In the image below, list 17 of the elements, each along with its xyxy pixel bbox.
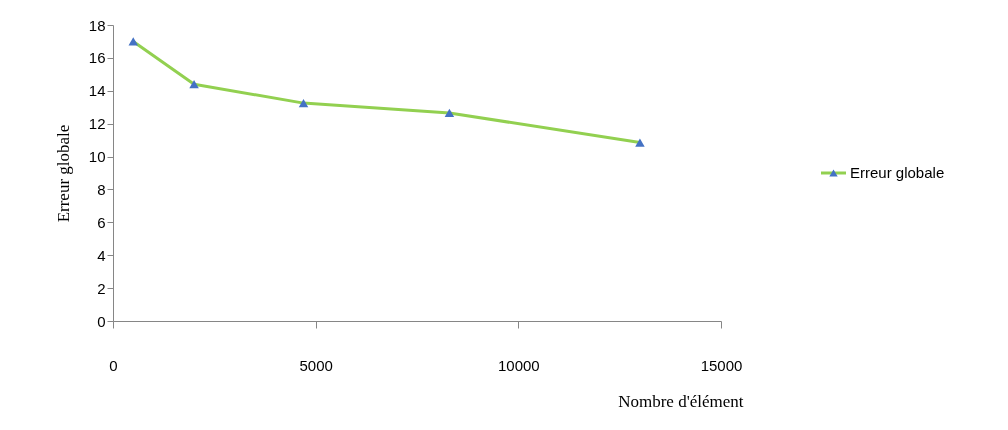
y-tick-label: 4 bbox=[97, 246, 106, 264]
x-tick-label: 15000 bbox=[700, 356, 743, 374]
x-tick-label: 5000 bbox=[299, 356, 333, 374]
legend-label: Erreur globale bbox=[850, 164, 945, 181]
x-tick-label: 0 bbox=[109, 356, 118, 374]
y-tick-label: 6 bbox=[97, 213, 106, 231]
x-axis-title: Nombre d'élément bbox=[618, 391, 744, 411]
y-tick-label: 12 bbox=[88, 115, 106, 133]
y-tick-label: 18 bbox=[88, 16, 106, 34]
y-tick-label: 8 bbox=[97, 180, 106, 198]
y-axis-title: Erreur globale bbox=[53, 124, 73, 223]
y-tick-label: 0 bbox=[97, 312, 106, 330]
y-tick-label: 16 bbox=[88, 49, 106, 67]
y-tick-label: 2 bbox=[97, 279, 106, 297]
y-tick-label: 14 bbox=[88, 82, 106, 100]
y-tick-label: 10 bbox=[88, 148, 106, 166]
x-tick-label: 10000 bbox=[497, 356, 540, 374]
